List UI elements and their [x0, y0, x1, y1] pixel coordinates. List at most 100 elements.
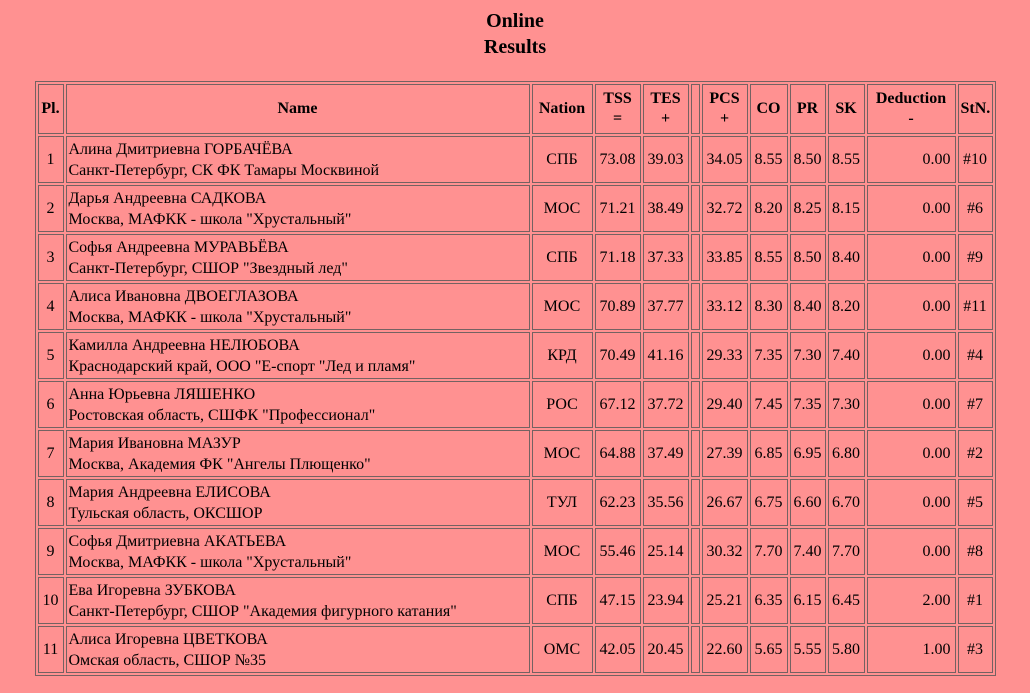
cell-tes: 38.49	[642, 185, 689, 232]
cell-spacer	[690, 626, 700, 673]
cell-spacer	[690, 528, 700, 575]
cell-name: Дарья Андреевна САДКОВА Москва, МАФКК - …	[65, 185, 530, 232]
cell-place: 2	[37, 185, 64, 232]
table-row: 6 Анна Юрьевна ЛЯШЕНКО Ростовская област…	[37, 381, 993, 428]
cell-co: 5.65	[749, 626, 788, 673]
cell-spacer	[690, 430, 700, 477]
skater-club: Тульская область, ОКСШОР	[68, 504, 263, 522]
cell-name: Софья Дмитриевна АКАТЬЕВА Москва, МАФКК …	[65, 528, 530, 575]
cell-tes: 41.16	[642, 332, 689, 379]
page-title-line1: Online	[486, 10, 544, 32]
header-co: CO	[749, 84, 788, 134]
cell-tss: 67.12	[594, 381, 641, 428]
skater-club: Омская область, СШОР №35	[68, 651, 267, 669]
cell-pr: 5.55	[789, 626, 826, 673]
results-table: Pl. Name Nation TSS = TES + PCS + CO PR	[34, 81, 996, 676]
cell-tes: 39.03	[642, 136, 689, 183]
cell-spacer	[690, 479, 700, 526]
cell-stn: #9	[957, 234, 993, 281]
header-tes: TES +	[642, 84, 689, 134]
cell-sk: 7.30	[827, 381, 865, 428]
cell-tss: 70.49	[594, 332, 641, 379]
header-deduction: Deduction -	[866, 84, 956, 134]
page-title: Online Results	[0, 0, 1030, 60]
cell-tes: 37.49	[642, 430, 689, 477]
skater-name: Софья Андреевна МУРАВЬЁВА	[68, 238, 289, 256]
cell-pcs: 33.12	[701, 283, 748, 330]
cell-name: Софья Андреевна МУРАВЬЁВА Санкт-Петербур…	[65, 234, 530, 281]
header-tss-sub: =	[612, 110, 623, 127]
cell-tes: 37.72	[642, 381, 689, 428]
cell-pcs: 30.32	[701, 528, 748, 575]
skater-club: Москва, МАФКК - школа "Хрустальный"	[68, 210, 352, 228]
header-spacer	[690, 84, 700, 134]
cell-tss: 55.46	[594, 528, 641, 575]
cell-stn: #3	[957, 626, 993, 673]
cell-nation: ТУЛ	[531, 479, 593, 526]
cell-pr: 8.50	[789, 234, 826, 281]
header-tss: TSS =	[594, 84, 641, 134]
cell-name: Анна Юрьевна ЛЯШЕНКО Ростовская область,…	[65, 381, 530, 428]
header-sk: SK	[827, 84, 865, 134]
cell-place: 4	[37, 283, 64, 330]
skater-name: Камилла Андреевна НЕЛЮБОВА	[68, 336, 300, 354]
cell-nation: КРД	[531, 332, 593, 379]
cell-place: 7	[37, 430, 64, 477]
cell-co: 8.55	[749, 136, 788, 183]
header-pr: PR	[789, 84, 826, 134]
skater-name: Алиса Ивановна ДВОЕГЛАЗОВА	[68, 287, 299, 305]
cell-sk: 8.40	[827, 234, 865, 281]
cell-pr: 6.15	[789, 577, 826, 624]
cell-name: Алиса Игоревна ЦВЕТКОВА Омская область, …	[65, 626, 530, 673]
cell-co: 6.35	[749, 577, 788, 624]
cell-place: 5	[37, 332, 64, 379]
header-tss-main: TSS	[603, 90, 632, 107]
cell-place: 10	[37, 577, 64, 624]
cell-tes: 35.56	[642, 479, 689, 526]
cell-tss: 71.21	[594, 185, 641, 232]
cell-sk: 8.20	[827, 283, 865, 330]
cell-co: 8.55	[749, 234, 788, 281]
cell-name: Ева Игоревна ЗУБКОВА Санкт-Петербург, СШ…	[65, 577, 530, 624]
cell-pcs: 26.67	[701, 479, 748, 526]
cell-tss: 42.05	[594, 626, 641, 673]
skater-name: Алиса Игоревна ЦВЕТКОВА	[68, 630, 268, 648]
table-row: 10 Ева Игоревна ЗУБКОВА Санкт-Петербург,…	[37, 577, 993, 624]
cell-tss: 47.15	[594, 577, 641, 624]
skater-club: Санкт-Петербург, СШОР "Академия фигурног…	[68, 602, 457, 620]
cell-pcs: 32.72	[701, 185, 748, 232]
cell-pr: 7.30	[789, 332, 826, 379]
cell-tss: 73.08	[594, 136, 641, 183]
table-row: 7 Мария Ивановна МАЗУР Москва, Академия …	[37, 430, 993, 477]
cell-tes: 37.77	[642, 283, 689, 330]
cell-pr: 8.40	[789, 283, 826, 330]
skater-name: Софья Дмитриевна АКАТЬЕВА	[68, 532, 287, 550]
cell-nation: ОМС	[531, 626, 593, 673]
results-table-body: 1 Алина Дмитриевна ГОРБАЧЁВА Санкт-Петер…	[37, 136, 993, 673]
cell-pr: 8.25	[789, 185, 826, 232]
cell-deduction: 0.00	[866, 528, 956, 575]
cell-co: 7.35	[749, 332, 788, 379]
cell-stn: #8	[957, 528, 993, 575]
header-place: Pl.	[37, 84, 64, 134]
cell-pcs: 22.60	[701, 626, 748, 673]
cell-name: Мария Андреевна ЕЛИСОВА Тульская область…	[65, 479, 530, 526]
cell-tss: 64.88	[594, 430, 641, 477]
cell-spacer	[690, 577, 700, 624]
cell-sk: 6.80	[827, 430, 865, 477]
cell-spacer	[690, 136, 700, 183]
skater-club: Краснодарский край, ООО "Е-спорт "Лед и …	[68, 357, 416, 375]
cell-tes: 23.94	[642, 577, 689, 624]
header-pcs-main: PCS	[709, 90, 740, 107]
cell-deduction: 0.00	[866, 136, 956, 183]
skater-name: Алина Дмитриевна ГОРБАЧЁВА	[68, 140, 293, 158]
cell-sk: 8.15	[827, 185, 865, 232]
header-tes-sub: +	[660, 110, 671, 127]
cell-tes: 20.45	[642, 626, 689, 673]
skater-name: Мария Ивановна МАЗУР	[68, 434, 241, 452]
cell-nation: СПБ	[531, 136, 593, 183]
table-row: 9 Софья Дмитриевна АКАТЬЕВА Москва, МАФК…	[37, 528, 993, 575]
table-row: 1 Алина Дмитриевна ГОРБАЧЁВА Санкт-Петер…	[37, 136, 993, 183]
cell-co: 7.45	[749, 381, 788, 428]
